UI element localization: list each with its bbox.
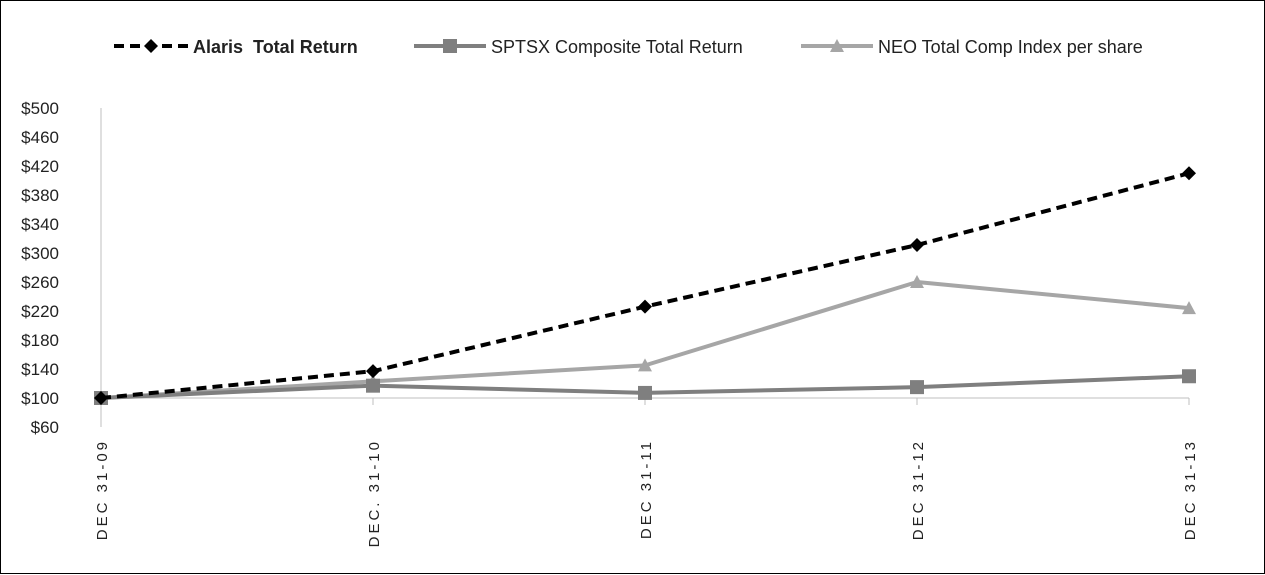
y-axis: $60 $100 $140 $180 $220 $260 $300 $340 $380 $420 $…: [21, 99, 102, 437]
y-tick-label: $380: [21, 186, 59, 205]
y-tick-label: $340: [21, 215, 59, 234]
legend-marker: [830, 39, 844, 52]
legend-item: NEO Total Comp Index per share: [801, 37, 1143, 57]
x-axis: DEC 31-09 DEC. 31-10 DEC 31-11 DEC 31-12 DEC…: [94, 397, 1199, 547]
legend: Alaris Total Return SPTSX Composite Total…: [114, 37, 1143, 57]
data-point-triangle: [638, 358, 652, 372]
y-tick-label: $60: [31, 418, 59, 437]
legend-item: Alaris Total Return: [114, 37, 358, 57]
y-tick-label: $180: [21, 331, 59, 350]
data-point-triangle: [910, 275, 924, 288]
x-tick-label: DEC 31-11: [638, 439, 655, 539]
series-neo-total-comp-index-per-share: [94, 275, 1196, 404]
legend-label: Alaris Total Return: [193, 37, 358, 57]
legend-marker: [443, 39, 457, 53]
x-tick-label: DEC 31-12: [910, 439, 927, 540]
y-tick-label: $100: [21, 389, 59, 408]
y-tick-label: $500: [21, 99, 59, 118]
data-point-diamond: [366, 364, 380, 379]
data-point-square: [366, 378, 380, 393]
y-tick-label: $140: [21, 360, 59, 379]
x-tick-label: DEC 31-13: [1182, 439, 1199, 540]
data-point-square: [910, 380, 924, 395]
legend-marker: [144, 39, 158, 53]
data-point-square: [638, 385, 652, 400]
y-tick-label: $420: [21, 157, 59, 176]
series-alaris-total-return: [94, 166, 1196, 405]
x-tick-label: DEC. 31-10: [366, 439, 383, 547]
y-tick-label: $220: [21, 302, 59, 321]
legend-label: SPTSX Composite Total Return: [491, 37, 743, 57]
data-point-square: [1182, 369, 1196, 384]
legend-label: NEO Total Comp Index per share: [878, 37, 1143, 57]
x-tick-label: DEC 31-09: [94, 439, 111, 540]
legend-item: SPTSX Composite Total Return: [414, 37, 743, 57]
data-point-diamond: [1182, 166, 1196, 181]
plot-area: [94, 166, 1196, 405]
data-point-diamond: [638, 299, 652, 314]
y-tick-label: $300: [21, 244, 59, 263]
y-tick-label: $460: [21, 128, 59, 147]
data-point-diamond: [910, 238, 924, 253]
data-point-diamond: [94, 391, 108, 405]
y-tick-label: $260: [21, 273, 59, 292]
data-point-triangle: [1182, 301, 1196, 315]
